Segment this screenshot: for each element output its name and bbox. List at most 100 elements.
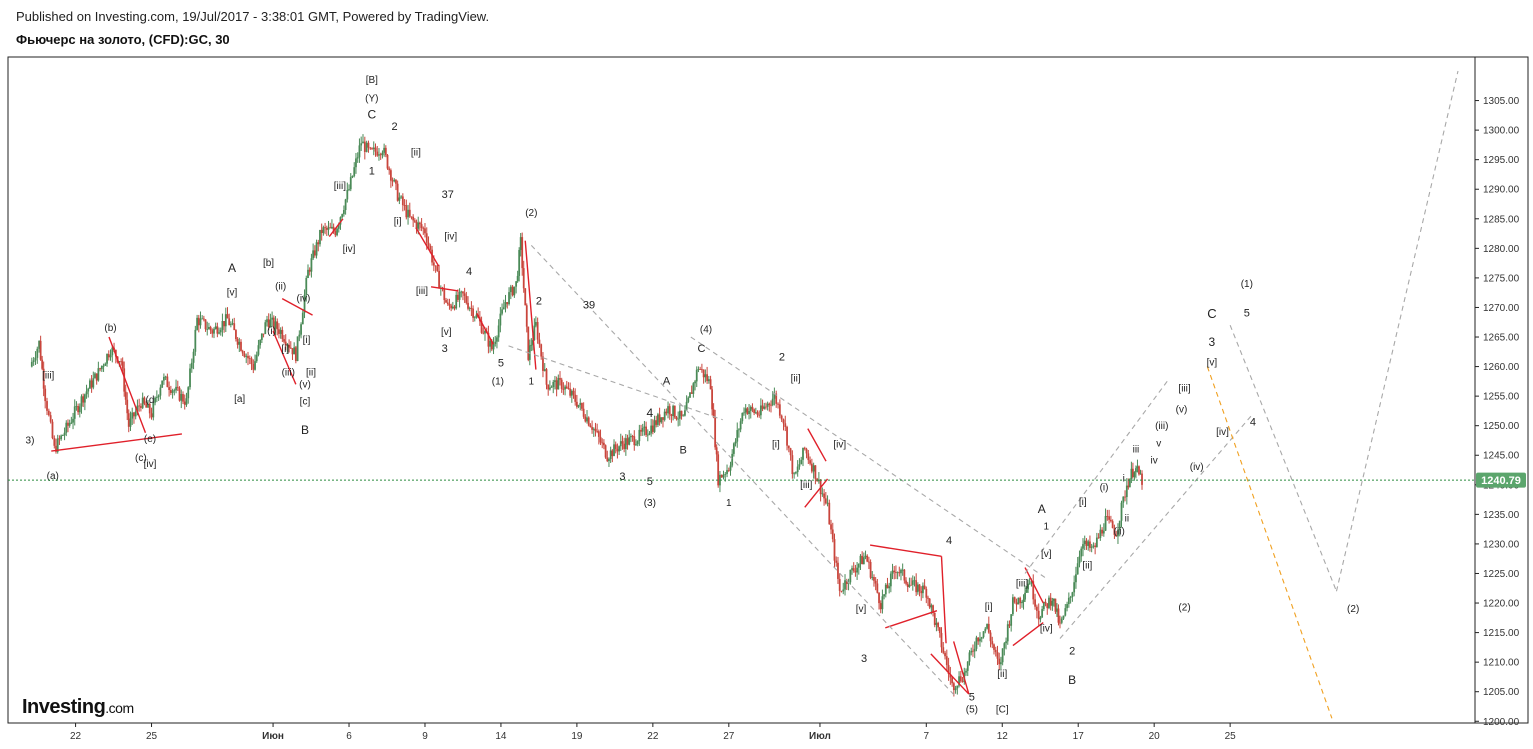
candle-body [685,401,688,411]
candle-body [663,411,666,420]
candle-body [171,390,174,393]
candle-body [351,175,354,178]
candle-body [327,227,330,230]
candle-body [155,397,158,399]
candle-body [800,459,803,465]
wave-label: v [1156,438,1161,449]
candle-body [606,457,609,462]
candle-body [564,386,566,390]
candle-body [360,143,363,146]
candle-body [515,281,518,287]
candle-body [704,374,707,378]
trendline [430,286,459,292]
candle-body [851,568,853,570]
candle-body [450,305,453,309]
projection-line [508,345,723,421]
candle-body [709,379,712,390]
candle-body [123,368,126,392]
candle-body [516,275,519,282]
candle-body [41,359,44,369]
y-tick-label: 1280.00 [1483,244,1520,255]
wave-label: [iii] [1016,578,1028,589]
candle-body [817,479,820,482]
candle-body [136,405,139,412]
candle-body [856,567,858,573]
candle-body [501,309,503,314]
x-tick-label: Июл [809,731,831,742]
candle-body [973,648,976,652]
candle-body [560,379,563,389]
candle-body [83,394,86,403]
y-tick-label: 1275.00 [1483,273,1520,284]
candle-body [456,294,459,300]
candle-body [317,242,320,245]
candle-body [386,154,389,169]
candle-body [1097,537,1100,539]
y-tick-label: 1300.00 [1483,126,1520,137]
wave-label: (b) [104,323,116,334]
candle-body [596,431,599,432]
candle-body [572,390,575,395]
candle-body [429,245,432,250]
candle-body [569,388,572,396]
candle-body [336,228,338,236]
candle-body [1062,615,1065,619]
candle-body [1106,516,1109,517]
candle-body [391,180,394,182]
candle-body [305,277,308,295]
wave-label: A [663,375,671,387]
candle-body [78,406,81,413]
logo-suffix: .com [105,700,134,716]
candle-body [893,570,896,573]
candle-body [300,324,302,335]
candle-body [587,417,590,426]
x-tick-label: Июн [262,731,284,742]
candle-body [874,580,877,584]
candle-body [424,228,426,234]
candle-body [552,381,555,387]
candle-body [1042,601,1045,610]
candle-body [278,329,280,334]
candle-body [845,580,848,584]
candle-body [104,363,107,366]
candle-body [60,435,63,440]
candle-body [741,413,744,422]
wave-label: [C] [996,704,1009,715]
trendline [272,330,297,385]
candle-body [592,428,595,430]
candle-body [1048,597,1050,609]
candle-body [315,242,318,256]
candle-body [734,441,737,444]
candle-body [187,387,190,399]
candle-body [673,405,676,418]
candle-body [611,450,614,457]
candle-body [337,224,340,229]
candle-body [584,416,587,422]
candle-body [682,415,685,417]
candle-body [353,167,356,176]
candle-body [809,460,811,464]
candle-body [199,318,202,326]
candle-body [1135,468,1137,473]
candle-body [307,269,309,278]
candle-body [267,319,270,328]
wave-label: (v) [1176,405,1188,416]
candle-body [185,398,188,405]
candle-body [842,589,845,592]
candle-body [126,399,129,414]
candle-body [668,406,671,415]
candle-body [1022,599,1025,602]
candle-body [310,258,313,272]
candle-body [702,369,705,378]
candle-body [362,141,364,144]
x-tick-label: 27 [723,731,735,742]
candle-body [770,404,772,406]
candle-body [726,470,728,474]
candle-body [271,317,274,320]
projection-line [690,336,1049,580]
y-tick-label: 1250.00 [1483,421,1520,432]
candle-body [1139,473,1142,475]
candle-body [1064,608,1067,616]
candle-body [597,431,600,437]
